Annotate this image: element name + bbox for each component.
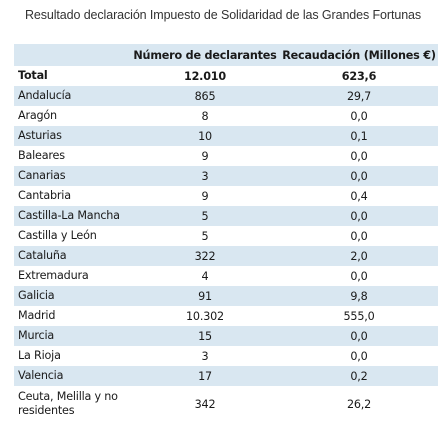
row-region: Canarias — [18, 169, 66, 182]
row-declarantes: 3 — [201, 349, 209, 363]
row-region: Cantabria — [18, 189, 71, 202]
row-region: Valencia — [18, 369, 64, 382]
row-declarantes: 4 — [201, 269, 209, 283]
row-declarantes: 9 — [201, 189, 209, 203]
row-recaudacion: 0,2 — [350, 369, 368, 383]
header-declarantes: Número de declarantes — [133, 48, 277, 62]
total-declarantes: 12.010 — [184, 69, 226, 83]
table-row: Valencia 17 0,2 — [14, 366, 438, 386]
row-region: La Rioja — [18, 349, 61, 362]
row-recaudacion: 2,0 — [350, 249, 368, 263]
row-recaudacion: 9,8 — [350, 289, 368, 303]
row-recaudacion: 0,0 — [350, 149, 368, 163]
table-row: Canarias 3 0,0 — [14, 166, 438, 186]
row-declarantes: 10.302 — [186, 309, 224, 323]
row-region: Castilla-La Mancha — [18, 209, 120, 222]
row-region: Madrid — [18, 309, 56, 322]
table-row: Castilla-La Mancha 5 0,0 — [14, 206, 438, 226]
row-region: Asturias — [18, 129, 62, 142]
row-recaudacion: 26,2 — [346, 397, 372, 411]
row-region: Cataluña — [18, 249, 67, 262]
row-declarantes: 9 — [201, 149, 209, 163]
table-row: Baleares 9 0,0 — [14, 146, 438, 166]
table-row: La Rioja 3 0,0 — [14, 346, 438, 366]
table-row: Galicia 91 9,8 — [14, 286, 438, 306]
row-declarantes: 342 — [194, 397, 216, 411]
table-row: Castilla y León 5 0,0 — [14, 226, 438, 246]
table-row: Cataluña 322 2,0 — [14, 246, 438, 266]
row-declarantes: 322 — [194, 249, 216, 263]
row-region: Extremadura — [18, 269, 89, 282]
table-row: Andalucía 865 29,7 — [14, 86, 438, 106]
row-recaudacion: 0,0 — [350, 169, 368, 183]
total-recaudacion: 623,6 — [341, 69, 377, 83]
row-region: Galicia — [18, 289, 55, 302]
row-declarantes: 8 — [201, 109, 209, 123]
table-row: Murcia 15 0,0 — [14, 326, 438, 346]
row-recaudacion: 0,0 — [350, 269, 368, 283]
row-recaudacion: 0,1 — [350, 129, 368, 143]
table-title: Resultado declaración Impuesto de Solida… — [24, 8, 422, 22]
row-declarantes: 91 — [198, 289, 212, 303]
total-row: Total 12.010 623,6 — [14, 66, 438, 86]
row-declarantes: 15 — [198, 329, 212, 343]
row-declarantes: 5 — [201, 229, 209, 243]
row-declarantes: 10 — [198, 129, 212, 143]
row-recaudacion: 0,0 — [350, 349, 368, 363]
row-region: Aragón — [18, 109, 57, 122]
total-label: Total — [18, 69, 48, 82]
row-declarantes: 17 — [198, 369, 212, 383]
row-recaudacion: 29,7 — [346, 89, 372, 103]
header-recaudacion: Recaudación (Millones €) — [282, 48, 436, 62]
table-header-row: Número de declarantes Recaudación (Millo… — [14, 44, 438, 66]
row-region: Ceuta, Melilla y no residentes — [18, 390, 118, 417]
row-recaudacion: 0,0 — [350, 229, 368, 243]
row-recaudacion: 0,0 — [350, 209, 368, 223]
table-body: Andalucía 865 29,7 Aragón 8 0,0 Asturias 10 0,1 B… — [14, 86, 438, 422]
row-declarantes: 865 — [194, 89, 216, 103]
row-region: Murcia — [18, 329, 55, 342]
table-row: Asturias 10 0,1 — [14, 126, 438, 146]
table-row: Extremadura 4 0,0 — [14, 266, 438, 286]
row-declarantes: 3 — [201, 169, 209, 183]
row-recaudacion: 0,0 — [350, 329, 368, 343]
row-region: Andalucía — [18, 89, 72, 102]
wealth-tax-table: Número de declarantes Recaudación (Millo… — [14, 44, 438, 422]
table-row: Ceuta, Melilla y no residentes 342 26,2 — [14, 386, 438, 422]
row-recaudacion: 555,0 — [343, 309, 375, 323]
header-region — [18, 44, 130, 66]
row-recaudacion: 0,4 — [350, 189, 368, 203]
row-region: Baleares — [18, 149, 65, 162]
table-row: Aragón 8 0,0 — [14, 106, 438, 126]
row-region: Castilla y León — [18, 229, 97, 242]
row-recaudacion: 0,0 — [350, 109, 368, 123]
table-row: Cantabria 9 0,4 — [14, 186, 438, 206]
table-row: Madrid 10.302 555,0 — [14, 306, 438, 326]
row-declarantes: 5 — [201, 209, 209, 223]
